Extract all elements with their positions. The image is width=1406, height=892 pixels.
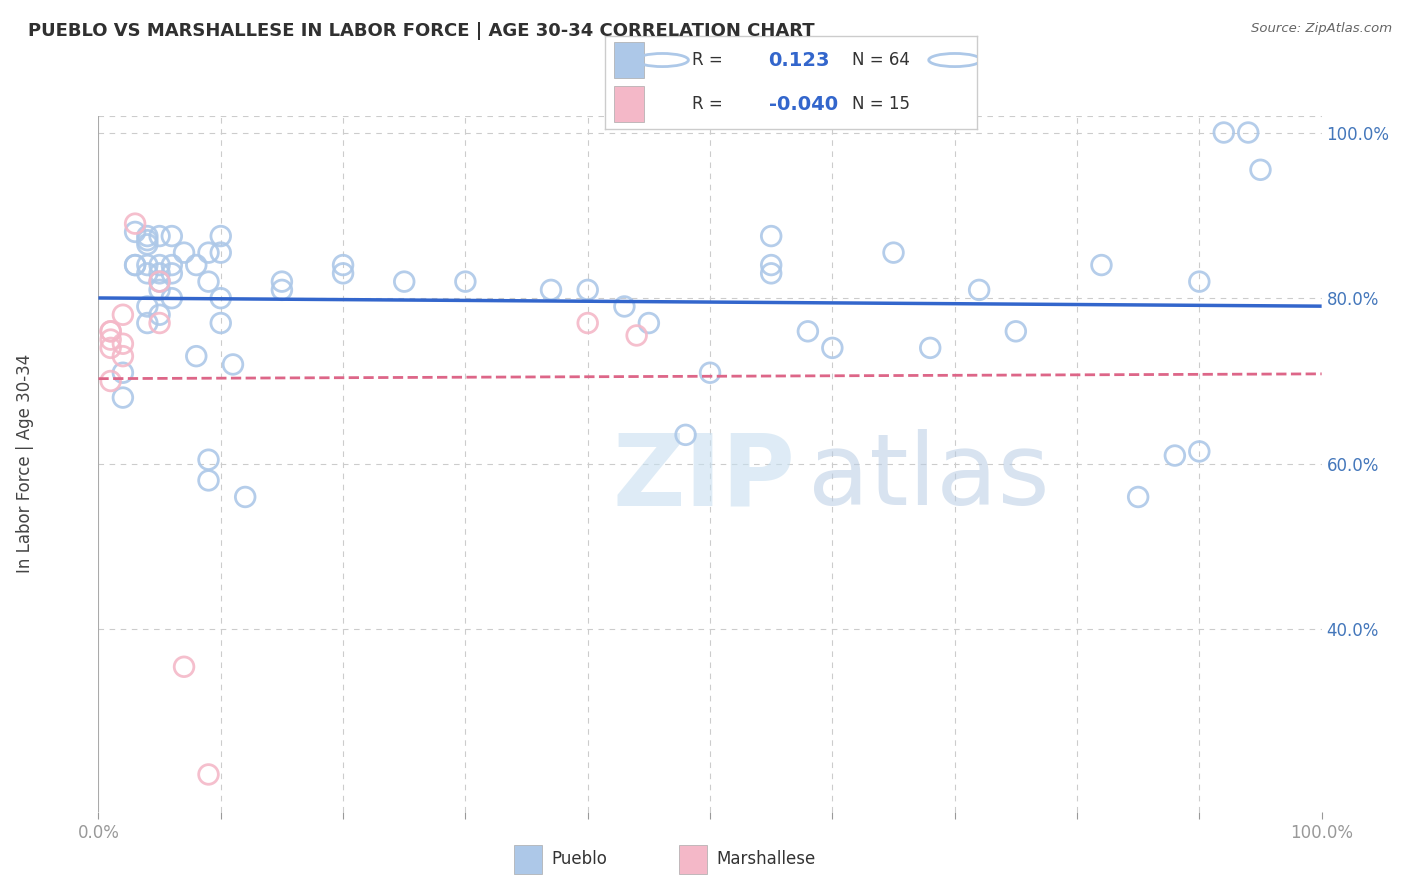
Point — [149, 283, 172, 297]
Point — [149, 266, 172, 280]
Point — [160, 266, 183, 280]
Text: 0.123: 0.123 — [769, 51, 830, 70]
Point — [761, 258, 783, 272]
Point — [821, 341, 844, 355]
Point — [124, 225, 146, 239]
Point — [1188, 444, 1211, 458]
Point — [1237, 126, 1260, 140]
Point — [173, 245, 195, 260]
Point — [967, 283, 990, 297]
Point — [124, 258, 146, 272]
Text: -0.040: -0.040 — [769, 95, 838, 113]
Point — [136, 266, 159, 280]
Text: atlas: atlas — [808, 429, 1049, 526]
Point — [197, 767, 219, 781]
Point — [270, 283, 294, 297]
Point — [699, 366, 721, 380]
Point — [270, 275, 294, 289]
Point — [111, 349, 134, 363]
Point — [124, 217, 146, 231]
Text: Marshallese: Marshallese — [717, 849, 815, 868]
Point — [111, 391, 134, 405]
Point — [222, 358, 245, 372]
Point — [209, 245, 232, 260]
Point — [576, 316, 599, 330]
Text: R =: R = — [692, 51, 723, 69]
Point — [136, 316, 159, 330]
Point — [136, 258, 159, 272]
Point — [197, 275, 219, 289]
Point — [209, 291, 232, 305]
Point — [197, 452, 219, 467]
Point — [197, 245, 219, 260]
Bar — [515, 845, 541, 874]
Point — [638, 316, 661, 330]
Point — [149, 275, 172, 289]
Point — [761, 266, 783, 280]
Point — [100, 374, 122, 388]
Point — [111, 336, 134, 351]
Bar — [679, 845, 707, 874]
Bar — [614, 42, 644, 78]
Point — [613, 300, 636, 314]
Point — [136, 237, 159, 252]
Point — [332, 258, 354, 272]
Point — [197, 474, 219, 488]
Point — [392, 275, 416, 289]
Point — [883, 245, 905, 260]
Point — [186, 349, 208, 363]
Text: Pueblo: Pueblo — [551, 849, 607, 868]
Point — [1188, 275, 1211, 289]
Point — [160, 291, 183, 305]
Point — [626, 328, 648, 343]
Point — [233, 490, 256, 504]
Point — [160, 258, 183, 272]
Point — [576, 283, 599, 297]
Point — [149, 229, 172, 244]
Point — [920, 341, 942, 355]
Text: Source: ZipAtlas.com: Source: ZipAtlas.com — [1251, 22, 1392, 36]
Bar — [614, 87, 644, 122]
Point — [186, 258, 208, 272]
Point — [675, 428, 697, 442]
Point — [149, 308, 172, 322]
Text: PUEBLO VS MARSHALLESE IN LABOR FORCE | AGE 30-34 CORRELATION CHART: PUEBLO VS MARSHALLESE IN LABOR FORCE | A… — [28, 22, 814, 40]
Point — [111, 366, 134, 380]
Point — [209, 229, 232, 244]
Point — [149, 316, 172, 330]
Text: ZIP: ZIP — [612, 429, 794, 526]
Point — [761, 229, 783, 244]
Point — [149, 258, 172, 272]
Point — [1128, 490, 1150, 504]
Text: N = 15: N = 15 — [852, 95, 910, 113]
Point — [111, 308, 134, 322]
Point — [136, 229, 159, 244]
Point — [332, 266, 354, 280]
Point — [797, 324, 820, 338]
Point — [100, 324, 122, 338]
Point — [1212, 126, 1234, 140]
Point — [124, 258, 146, 272]
Point — [454, 275, 477, 289]
Point — [136, 233, 159, 247]
Point — [1090, 258, 1112, 272]
Point — [1249, 162, 1271, 177]
Point — [209, 316, 232, 330]
Point — [100, 324, 122, 338]
Point — [100, 341, 122, 355]
Point — [540, 283, 562, 297]
Text: N = 64: N = 64 — [852, 51, 910, 69]
Text: R =: R = — [692, 95, 723, 113]
Point — [149, 275, 172, 289]
Point — [100, 333, 122, 347]
Text: In Labor Force | Age 30-34: In Labor Force | Age 30-34 — [15, 354, 34, 574]
Point — [173, 660, 195, 674]
Point — [1004, 324, 1026, 338]
Point — [160, 229, 183, 244]
Point — [136, 300, 159, 314]
Point — [1164, 449, 1187, 463]
